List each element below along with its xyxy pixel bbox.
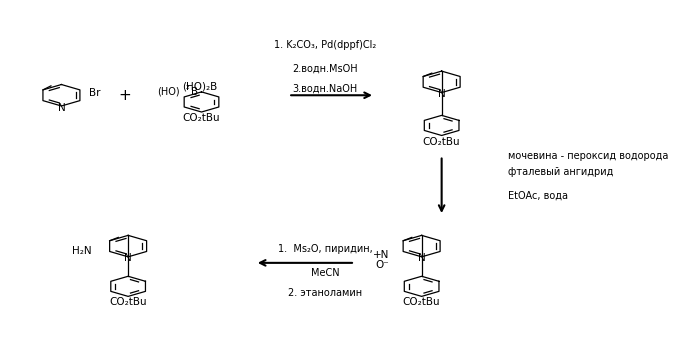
Text: 2.водн.MsOH: 2.водн.MsOH [292, 64, 358, 73]
Text: фталевый ангидрид: фталевый ангидрид [508, 167, 614, 177]
Text: 1.  Ms₂O, пиридин,: 1. Ms₂O, пиридин, [277, 244, 372, 255]
Text: CO₂tBu: CO₂tBu [183, 113, 220, 123]
Text: CO₂tBu: CO₂tBu [109, 297, 147, 308]
Text: N: N [418, 254, 426, 263]
Text: 2. этаноламин: 2. этаноламин [288, 288, 362, 298]
Text: O⁻: O⁻ [376, 260, 390, 270]
Text: +: + [118, 88, 131, 103]
Text: мочевина - пероксид водорода: мочевина - пероксид водорода [508, 151, 668, 161]
Text: 3.водн.NaOH: 3.водн.NaOH [293, 83, 358, 94]
Text: N: N [57, 103, 65, 113]
Text: 1. K₂CO₃, Pd(dppf)Cl₂: 1. K₂CO₃, Pd(dppf)Cl₂ [274, 40, 376, 50]
Text: (HO): (HO) [157, 87, 179, 97]
Text: N: N [438, 89, 445, 99]
Text: ₂: ₂ [186, 82, 189, 91]
Text: H₂N: H₂N [72, 246, 92, 257]
Text: B: B [192, 87, 199, 97]
Text: CO₂tBu: CO₂tBu [423, 137, 461, 146]
Text: N: N [125, 254, 132, 263]
Text: Br: Br [89, 88, 101, 98]
Text: EtOAc, вода: EtOAc, вода [508, 191, 568, 201]
Text: +N: +N [373, 250, 390, 260]
Text: (HO)₂B: (HO)₂B [182, 82, 217, 92]
Text: MeCN: MeCN [311, 268, 340, 278]
Text: CO₂tBu: CO₂tBu [402, 297, 440, 308]
